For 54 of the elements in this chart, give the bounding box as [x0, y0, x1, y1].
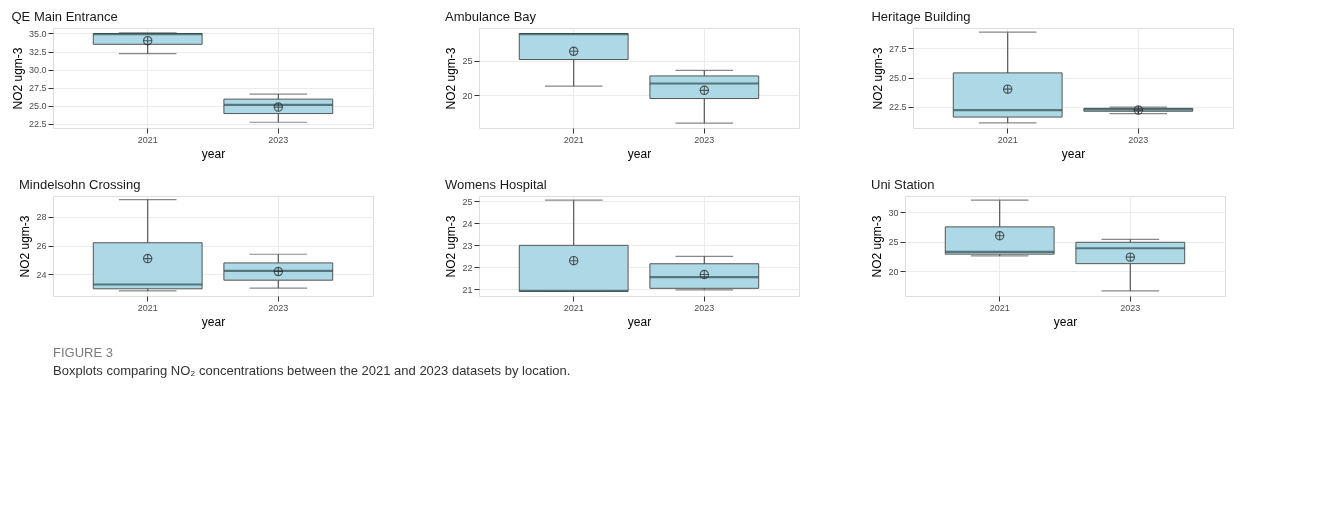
x-tick-label: 2023 [268, 302, 289, 313]
x-tick-label: 2023 [694, 302, 715, 313]
x-tick-label: 2023 [1120, 302, 1141, 313]
x-axis-title: year [627, 314, 652, 329]
y-axis-title: NO2 ugm-3 [18, 215, 33, 278]
x-tick-label: 2021 [137, 302, 158, 313]
y-tick-label: 22.5 [888, 102, 907, 113]
y-tick-label: 24 [462, 218, 473, 229]
chart-title: QE Main Entrance [11, 9, 118, 24]
chart-title: Heritage Building [871, 9, 971, 24]
y-tick-label: 20 [462, 90, 473, 101]
x-tick-label: 2023 [268, 134, 289, 145]
y-axis-title: NO2 ugm-3 [10, 47, 25, 110]
chart-title: Ambulance Bay [444, 9, 537, 24]
x-tick-label: 2023 [694, 134, 715, 145]
y-tick-label: 28 [36, 212, 47, 223]
y-axis-title: NO2 ugm-3 [870, 215, 885, 278]
x-tick-label: 2021 [989, 302, 1010, 313]
text: Boxplots comparing NO₂ concentrations between the 2021 and 2023 datasets by location. [53, 363, 571, 378]
y-tick-label: 32.5 [28, 47, 47, 58]
x-axis-title: year [627, 146, 652, 161]
y-tick-label: 24 [36, 269, 47, 280]
chart-title: Mindelsohn Crossing [18, 177, 141, 192]
y-tick-label: 25 [462, 56, 473, 67]
x-tick-label: 2021 [137, 134, 158, 145]
y-tick-label: 27.5 [888, 43, 907, 54]
y-tick-label: 25.0 [28, 101, 47, 112]
y-tick-label: 25.0 [888, 73, 907, 84]
y-axis-title: NO2 ugm-3 [870, 47, 885, 110]
x-axis-title: year [1053, 314, 1078, 329]
chart-title: Womens Hospital [444, 177, 547, 192]
y-tick-label: 35.0 [28, 28, 47, 39]
y-axis-title: NO2 ugm-3 [444, 215, 459, 278]
chart-title: Uni Station [870, 177, 935, 192]
x-axis-title: year [201, 146, 226, 161]
y-tick-label: 26 [36, 241, 47, 252]
y-tick-label: 22 [462, 262, 473, 273]
x-axis-title: year [201, 314, 226, 329]
x-tick-label: 2021 [563, 134, 584, 145]
y-tick-label: 25 [462, 196, 473, 207]
caption: FIGURE 3 [53, 345, 113, 360]
y-tick-label: 23 [462, 240, 473, 251]
y-tick-label: 25 [888, 237, 899, 248]
x-tick-label: 2021 [997, 134, 1018, 145]
x-tick-label: 2023 [1128, 134, 1149, 145]
y-tick-label: 30 [888, 207, 899, 218]
y-axis-title: NO2 ugm-3 [444, 47, 459, 110]
y-tick-label: 27.5 [28, 83, 47, 94]
y-tick-label: 30.0 [28, 65, 47, 76]
y-tick-label: 20 [888, 266, 899, 277]
x-axis-title: year [1061, 146, 1086, 161]
x-tick-label: 2021 [563, 302, 584, 313]
y-tick-label: 22.5 [28, 119, 47, 130]
y-tick-label: 21 [462, 284, 473, 295]
